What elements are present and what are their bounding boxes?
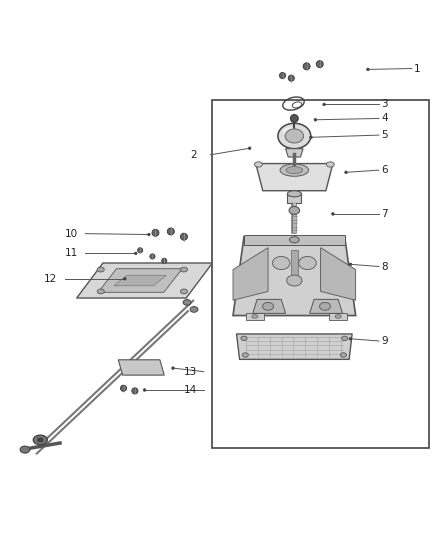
Ellipse shape [252,314,258,318]
Ellipse shape [342,336,348,341]
Circle shape [349,337,352,340]
Ellipse shape [241,336,247,341]
Polygon shape [118,360,164,375]
Polygon shape [237,334,352,359]
Ellipse shape [299,256,316,270]
Circle shape [148,233,150,236]
Ellipse shape [254,162,262,167]
Circle shape [134,252,137,255]
Text: 10: 10 [65,229,78,239]
Circle shape [314,118,317,121]
Circle shape [150,254,155,259]
Circle shape [290,115,298,123]
Circle shape [172,367,174,369]
Ellipse shape [242,353,248,357]
Circle shape [124,278,126,280]
Circle shape [279,72,286,78]
Ellipse shape [290,237,299,243]
Ellipse shape [286,275,302,286]
Bar [246,313,264,320]
Ellipse shape [286,167,303,174]
Circle shape [345,171,347,174]
Polygon shape [290,191,299,198]
Polygon shape [233,248,268,300]
Ellipse shape [33,435,47,445]
Circle shape [288,75,294,81]
Polygon shape [256,164,333,191]
Ellipse shape [97,267,104,272]
Circle shape [132,388,138,394]
Bar [287,194,301,204]
Circle shape [167,228,174,235]
Bar [212,100,429,448]
Ellipse shape [287,191,301,197]
Ellipse shape [278,123,311,149]
Text: 4: 4 [381,114,388,124]
Text: 6: 6 [381,165,388,175]
Ellipse shape [340,353,346,357]
Circle shape [316,61,323,68]
Text: 7: 7 [381,209,388,219]
Text: 5: 5 [381,130,388,140]
Ellipse shape [37,438,43,442]
Circle shape [349,263,352,265]
Ellipse shape [285,129,304,143]
Text: 2: 2 [191,150,197,160]
Ellipse shape [283,127,295,136]
Ellipse shape [190,306,198,312]
Ellipse shape [97,289,104,294]
Ellipse shape [326,162,334,167]
Circle shape [248,147,251,150]
Bar [329,313,347,320]
Circle shape [120,385,127,391]
Text: 11: 11 [65,248,78,259]
Ellipse shape [289,206,300,214]
Text: 8: 8 [381,262,388,271]
Text: 14: 14 [184,385,197,395]
Polygon shape [233,237,356,316]
Circle shape [332,213,334,215]
Circle shape [303,63,310,70]
Ellipse shape [180,267,187,272]
Circle shape [162,258,167,263]
Polygon shape [310,300,343,313]
Polygon shape [98,269,182,292]
Bar [291,250,298,278]
Ellipse shape [335,314,341,318]
Text: 13: 13 [184,367,197,377]
Text: 1: 1 [414,63,420,74]
Polygon shape [286,149,303,157]
Polygon shape [321,248,356,300]
Circle shape [138,248,143,253]
Ellipse shape [280,164,308,176]
Circle shape [180,233,187,240]
Text: 12: 12 [44,274,57,284]
Text: 3: 3 [381,100,388,109]
Bar [244,235,345,246]
Ellipse shape [320,302,331,310]
Text: 9: 9 [381,336,388,346]
Circle shape [323,103,325,106]
Circle shape [310,136,312,139]
Ellipse shape [263,302,273,310]
Ellipse shape [20,446,30,453]
Circle shape [152,229,159,236]
Polygon shape [253,300,286,313]
Circle shape [143,389,146,391]
Polygon shape [77,263,212,298]
Ellipse shape [180,289,187,294]
Ellipse shape [183,300,191,305]
Ellipse shape [272,256,290,270]
Polygon shape [114,275,166,286]
Circle shape [367,68,369,71]
